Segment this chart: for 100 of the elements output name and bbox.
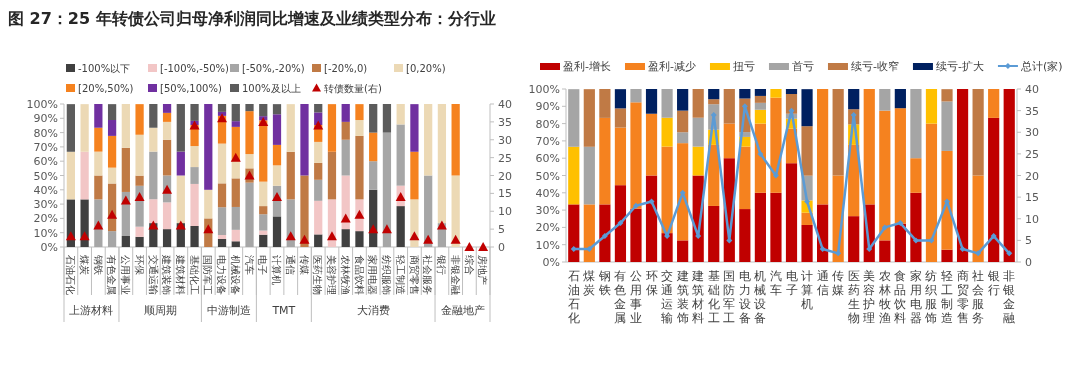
bar [217,104,227,112]
x-tick-label: 综合 [463,255,475,275]
bar [972,175,984,262]
y2-tick-label: 35 [1025,104,1039,118]
bar [941,249,953,262]
bar [801,224,813,262]
bar [314,112,323,126]
bar [149,199,158,224]
y-tick-label: 50% [33,169,58,183]
bar [94,151,103,176]
x-tick-label: 社会服务 [972,269,985,325]
bar [988,117,1000,262]
bar [217,238,227,247]
y2-tick-label: 40 [1025,83,1039,96]
point [881,224,888,231]
bar [190,104,199,121]
x-tick-label: 环保 [645,269,658,297]
x-tick-label: 石油石化 [65,255,77,295]
bar [848,89,860,110]
point [478,242,489,251]
x-tick-label: 机械设备 [229,255,241,295]
bar [599,117,611,205]
bar [286,104,295,152]
bar [327,151,337,200]
x-tick-label: 通信 [816,269,829,297]
chart-title: 图 27：25 年转债公司归母净利润同比增速及业绩类型分布：分行业 [8,9,496,28]
legend-label: 盈利-减少 [647,60,696,73]
y-tick-label: 20% [535,221,560,235]
bar [739,146,751,210]
point [340,213,351,223]
bar [583,204,595,262]
point [203,224,214,234]
legend-label: 转债数量(右) [324,83,382,94]
y-tick-label: 40% [33,183,58,197]
legend-label: 总计(家) [1019,60,1063,73]
bar [770,89,782,98]
bar [272,144,282,166]
x-tick-label: 医药生物 [847,269,860,325]
text: TMT [271,304,296,317]
y2-tick-label: 5 [1025,234,1032,248]
bar [661,117,673,147]
x-tick-label: 有色金属 [614,269,627,325]
bar [614,108,627,128]
bar [894,89,906,109]
y-tick-label: 100% [528,83,560,96]
bar [770,97,782,193]
point [1006,250,1013,257]
text: 顺周期 [143,304,177,317]
point [217,113,228,123]
x-tick-label: 钢铁 [597,269,611,297]
bar [107,104,117,121]
point [695,233,702,240]
y2-tick-label: 5 [498,223,505,237]
bar [410,151,419,200]
x-tick-label: 建筑装饰 [675,269,689,325]
bar [785,163,798,262]
y2-tick-label: 40 [498,98,512,111]
y-tick-label: 0% [542,256,560,269]
point [272,191,282,201]
x-tick-label: 传媒 [832,269,845,297]
bar [382,132,392,247]
x-tick-label: 有色金属 [106,255,118,295]
bar [272,104,282,115]
bar [66,104,75,152]
legend-label: 首亏 [791,60,814,73]
legend-label: 扭亏 [732,60,755,73]
x-tick-label: 银行 [986,269,1000,297]
bar [614,127,627,186]
bar [599,89,611,118]
bar [245,111,254,155]
bar [645,113,658,176]
y-tick-label: 20% [33,212,58,226]
bar [894,108,906,224]
x-tick-label: 国防军工 [202,255,214,295]
legend-label: [-20%,0) [324,63,368,74]
y-tick-label: 90% [535,100,560,114]
y2-tick-label: 0 [1025,256,1032,269]
y-tick-label: 80% [33,126,58,140]
point [928,237,935,244]
y-tick-label: 30% [33,198,58,212]
bar [162,139,172,176]
bar [149,127,158,152]
bar [972,89,984,176]
x-tick-label: 食品饮料 [893,269,907,325]
point [409,231,420,241]
bar [259,214,268,231]
point [285,231,296,241]
y2-tick-label: 0 [498,241,505,254]
bar [355,104,364,121]
x-tick-label: 建筑装饰 [161,254,173,295]
point [866,246,873,253]
bar [677,110,689,133]
point [93,220,104,230]
text: 上游材料 [69,304,114,317]
bar [327,104,337,152]
y-tick-label: 60% [535,152,560,166]
bar [341,121,350,140]
legend-label: [0,20%) [406,63,446,74]
bar [832,89,844,176]
point [65,231,76,241]
